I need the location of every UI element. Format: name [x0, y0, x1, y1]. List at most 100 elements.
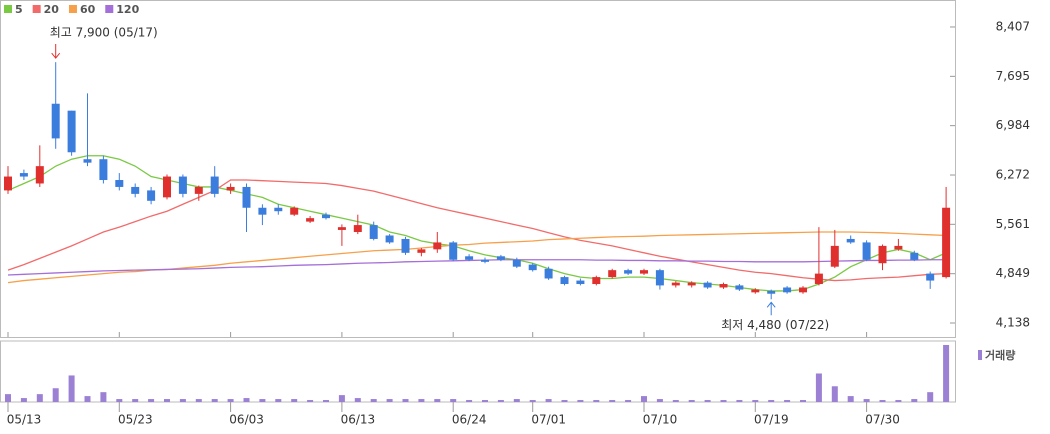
volume-bar: [84, 396, 91, 402]
candle-body: [592, 277, 601, 285]
ma-line: [7, 259, 947, 276]
volume-bar: [784, 400, 791, 402]
volume-bar: [20, 398, 27, 402]
candle-body: [640, 270, 648, 274]
candle-body: [163, 176, 171, 198]
candle-body: [401, 238, 410, 253]
volume-bar: [736, 400, 743, 402]
volume-legend-swatch: [978, 350, 982, 360]
volume-bar: [275, 399, 282, 402]
volume-bar: [259, 399, 266, 402]
volume-bar: [68, 375, 75, 402]
volume-bar: [529, 400, 536, 402]
candle-body: [910, 252, 919, 260]
candle-body: [576, 280, 585, 285]
volume-bar: [863, 399, 870, 402]
candle-body: [35, 166, 44, 184]
x-tick-label: 06/24: [452, 413, 487, 427]
volume-bar: [831, 386, 838, 402]
candle-body: [846, 238, 855, 243]
y-tick-label: 5,561: [996, 217, 1030, 231]
volume-bar: [879, 400, 886, 402]
candle-body: [353, 225, 362, 233]
candle-body: [115, 180, 124, 187]
volume-bar: [561, 400, 568, 402]
candle-body: [67, 110, 76, 153]
volume-panel: [0, 340, 956, 403]
ma-line: [7, 231, 947, 284]
candle-body: [814, 273, 823, 285]
candle-body: [322, 214, 330, 219]
volume-bar: [800, 400, 806, 402]
volume-bar: [132, 399, 139, 402]
candle-body: [147, 190, 156, 201]
x-tick-label: 06/03: [229, 413, 264, 427]
candle-body: [4, 176, 12, 191]
y-tick-label: 7,695: [996, 69, 1030, 83]
candle-body: [767, 290, 776, 294]
volume-bar: [164, 399, 170, 402]
legend-label: 5: [15, 3, 23, 16]
legend-label: 20: [44, 3, 60, 16]
candle-body: [624, 270, 633, 274]
x-tick-label: 05/13: [7, 413, 42, 427]
volume-bar: [545, 399, 552, 402]
y-tick-label: 6,272: [996, 168, 1030, 182]
volume-bar: [688, 400, 695, 402]
volume-bar: [656, 399, 663, 402]
candle-body: [481, 259, 489, 262]
legend-swatch: [105, 5, 114, 13]
candle-body: [385, 235, 394, 243]
volume-bar: [5, 394, 11, 402]
candle-body: [178, 176, 187, 194]
candle-body: [258, 207, 267, 215]
candle-body: [99, 159, 108, 181]
ma-line: [7, 179, 947, 282]
volume-bar: [434, 399, 441, 402]
volume-bar: [927, 392, 934, 402]
low-arrow: [766, 301, 776, 316]
volume-bar: [52, 388, 59, 402]
x-tick-label: 07/19: [754, 413, 789, 427]
volume-bar: [482, 400, 488, 402]
volume-bar: [148, 399, 155, 402]
volume-bar: [307, 400, 314, 402]
volume-bar: [195, 399, 202, 402]
legend-label: 120: [116, 3, 139, 16]
volume-bar: [513, 399, 520, 402]
candle-body: [608, 270, 617, 278]
volume-bar: [179, 399, 186, 402]
legend-swatch: [4, 5, 12, 13]
candle-body: [51, 103, 60, 139]
volume-bar: [100, 392, 107, 402]
candle-body: [131, 186, 140, 194]
high-annotation: 최고 7,900 (05/17): [50, 26, 158, 40]
volume-bar: [672, 400, 679, 402]
volume-bar: [338, 395, 345, 402]
candle-body: [878, 245, 887, 264]
volume-bar: [323, 400, 329, 402]
candle-body: [560, 277, 569, 285]
candle-body: [799, 287, 807, 293]
volume-bar: [466, 400, 473, 402]
candle-body: [687, 282, 696, 286]
volume-bar: [593, 400, 600, 402]
volume-legend: 거래량: [985, 348, 1015, 362]
volume-bar: [609, 400, 616, 402]
candle-body: [226, 186, 235, 191]
x-tick-label: 07/30: [865, 413, 900, 427]
candle-body: [449, 242, 458, 260]
volume-bar: [227, 399, 234, 402]
volume-bar: [418, 399, 425, 402]
legend-swatch: [32, 5, 41, 13]
candle-body: [862, 242, 871, 260]
candle-body: [942, 207, 951, 278]
candle-body: [306, 218, 315, 222]
volume-bar: [895, 400, 902, 402]
candle-body: [528, 264, 537, 271]
candle-body: [496, 256, 505, 260]
volume-bar: [402, 399, 409, 402]
volume-bar: [386, 399, 393, 402]
volume-bar: [720, 400, 727, 402]
candle-body: [417, 249, 426, 253]
